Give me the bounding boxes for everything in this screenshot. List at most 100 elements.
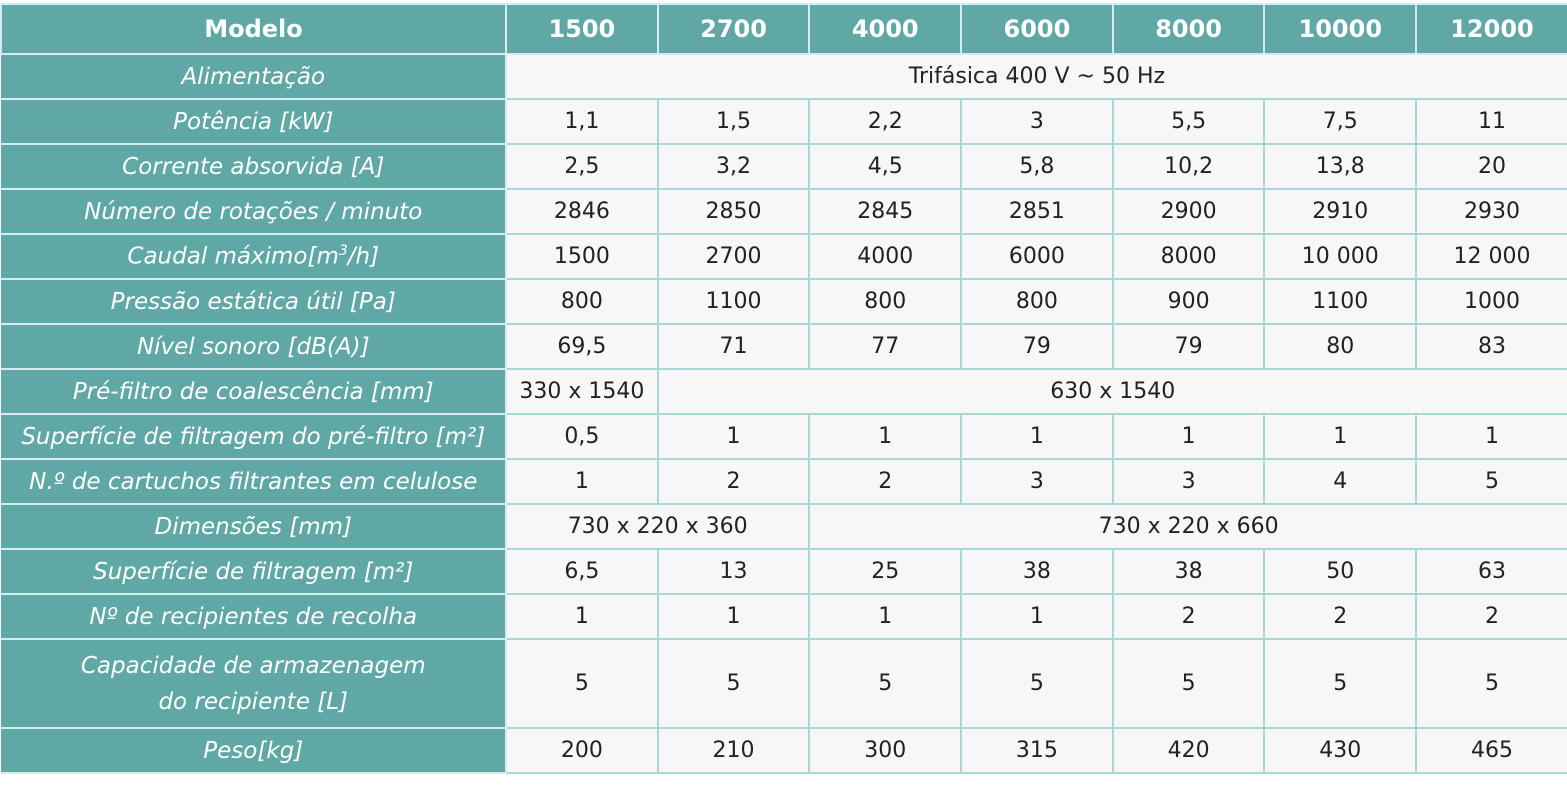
table-cell: 5 bbox=[1415, 458, 1567, 505]
table-cell: 800 bbox=[505, 278, 659, 325]
model-header: 8000 bbox=[1111, 3, 1266, 55]
table-cell: 8000 bbox=[1111, 233, 1266, 280]
table-cell: 1 bbox=[960, 413, 1114, 460]
table-cell: 2850 bbox=[656, 188, 811, 235]
table-cell: 2 bbox=[1111, 593, 1266, 640]
row-cartuchos: N.º de cartuchos filtrantes em celulose … bbox=[0, 458, 1567, 505]
table-cell: 0,5 bbox=[505, 413, 659, 460]
table-cell: 2,5 bbox=[505, 143, 659, 190]
table-cell: 1 bbox=[656, 593, 811, 640]
row-label-text: /h] bbox=[347, 243, 380, 270]
table-cell: 3,2 bbox=[656, 143, 811, 190]
row-potencia: Potência [kW] 1,1 1,5 2,2 3 5,5 7,5 11 bbox=[0, 98, 1567, 145]
table-cell: 6000 bbox=[960, 233, 1114, 280]
row-label: Pressão estática útil [Pa] bbox=[0, 278, 507, 325]
table-cell: 1100 bbox=[656, 278, 811, 325]
table-cell: 800 bbox=[960, 278, 1114, 325]
table-cell: 1100 bbox=[1263, 278, 1418, 325]
row-label: Capacidade de armazenagem do recipiente … bbox=[0, 638, 507, 729]
table-cell: 630 x 1540 bbox=[656, 368, 1567, 415]
row-corrente: Corrente absorvida [A] 2,5 3,2 4,5 5,8 1… bbox=[0, 143, 1567, 190]
row-label: Nº de recipientes de recolha bbox=[0, 593, 507, 640]
table-cell: 5,5 bbox=[1111, 98, 1266, 145]
row-label: Número de rotações / minuto bbox=[0, 188, 507, 235]
table-cell: 71 bbox=[656, 323, 811, 370]
row-label-superscript: 3 bbox=[338, 243, 348, 260]
table-cell: 7,5 bbox=[1263, 98, 1418, 145]
table-cell: 4,5 bbox=[808, 143, 963, 190]
table-cell: 210 bbox=[656, 727, 811, 774]
table-cell: 6,5 bbox=[505, 548, 659, 595]
table-cell: 465 bbox=[1415, 727, 1567, 774]
table-cell: 1 bbox=[808, 593, 963, 640]
row-label: Superfície de filtragem [m²] bbox=[0, 548, 507, 595]
table-cell: 13,8 bbox=[1263, 143, 1418, 190]
row-rotacoes: Número de rotações / minuto 2846 2850 28… bbox=[0, 188, 1567, 235]
table-cell: 3 bbox=[960, 458, 1114, 505]
table-cell: 2846 bbox=[505, 188, 659, 235]
table-cell: 2851 bbox=[960, 188, 1114, 235]
row-label: Caudal máximo[m3/h] bbox=[0, 233, 507, 280]
row-recipientes: Nº de recipientes de recolha 1 1 1 1 2 2… bbox=[0, 593, 1567, 640]
table-cell: 5 bbox=[960, 638, 1114, 729]
table-cell: 1 bbox=[656, 413, 811, 460]
table-cell: 1 bbox=[505, 458, 659, 505]
model-header: 6000 bbox=[960, 3, 1114, 55]
table-cell: 1000 bbox=[1415, 278, 1567, 325]
table-cell: 430 bbox=[1263, 727, 1418, 774]
table-cell: 2910 bbox=[1263, 188, 1418, 235]
table-cell: 38 bbox=[960, 548, 1114, 595]
table-cell: 20 bbox=[1415, 143, 1567, 190]
table-cell: 1,1 bbox=[505, 98, 659, 145]
row-label: Superfície de filtragem do pré-filtro [m… bbox=[0, 413, 507, 460]
table-cell: 5 bbox=[1415, 638, 1567, 729]
row-label: Corrente absorvida [A] bbox=[0, 143, 507, 190]
table-cell: 3 bbox=[960, 98, 1114, 145]
table-cell: 1500 bbox=[505, 233, 659, 280]
table-cell: 315 bbox=[960, 727, 1114, 774]
table-cell: 2930 bbox=[1415, 188, 1567, 235]
specifications-table: Modelo 1500 2700 4000 6000 8000 10000 12… bbox=[0, 3, 1567, 774]
table-cell: 12 000 bbox=[1415, 233, 1567, 280]
table-cell: 5 bbox=[808, 638, 963, 729]
row-label: N.º de cartuchos filtrantes em celulose bbox=[0, 458, 507, 505]
row-nivel-sonoro: Nível sonoro [dB(A)] 69,5 71 77 79 79 80… bbox=[0, 323, 1567, 370]
table-cell: 300 bbox=[808, 727, 963, 774]
row-capacidade: Capacidade de armazenagem do recipiente … bbox=[0, 638, 1567, 729]
model-header: 10000 bbox=[1263, 3, 1418, 55]
table-cell: 2900 bbox=[1111, 188, 1266, 235]
table-cell: 420 bbox=[1111, 727, 1266, 774]
table-cell: 5 bbox=[505, 638, 659, 729]
row-alimentacao: Alimentação Trifásica 400 V ~ 50 Hz bbox=[0, 53, 1567, 100]
table-cell: 69,5 bbox=[505, 323, 659, 370]
row-sup-prefiltro: Superfície de filtragem do pré-filtro [m… bbox=[0, 413, 1567, 460]
table-cell: 2700 bbox=[656, 233, 811, 280]
row-label: Alimentação bbox=[0, 53, 507, 100]
table-cell: 5 bbox=[1111, 638, 1266, 729]
table-cell: 1 bbox=[505, 593, 659, 640]
table-cell: 1 bbox=[1111, 413, 1266, 460]
table-cell: 4000 bbox=[808, 233, 963, 280]
row-label: Potência [kW] bbox=[0, 98, 507, 145]
row-label: Dimensões [mm] bbox=[0, 503, 507, 550]
table-cell: Trifásica 400 V ~ 50 Hz bbox=[505, 53, 1567, 100]
table-cell: 11 bbox=[1415, 98, 1567, 145]
header-row: Modelo 1500 2700 4000 6000 8000 10000 12… bbox=[0, 3, 1567, 55]
table-cell: 13 bbox=[656, 548, 811, 595]
table-cell: 800 bbox=[808, 278, 963, 325]
table-cell: 2 bbox=[808, 458, 963, 505]
row-caudal: Caudal máximo[m3/h] 1500 2700 4000 6000 … bbox=[0, 233, 1567, 280]
table-cell: 1 bbox=[1263, 413, 1418, 460]
model-header: 12000 bbox=[1415, 3, 1567, 55]
table-cell: 730 x 220 x 360 bbox=[504, 503, 811, 550]
table-cell: 2 bbox=[656, 458, 811, 505]
table-cell: 5,8 bbox=[960, 143, 1114, 190]
row-dimensoes: Dimensões [mm] 730 x 220 x 360 730 x 220… bbox=[0, 503, 1567, 550]
table-cell: 1,5 bbox=[656, 98, 811, 145]
row-pressao: Pressão estática útil [Pa] 800 1100 800 … bbox=[0, 278, 1567, 325]
row-peso: Peso[kg] 200 210 300 315 420 430 465 bbox=[0, 727, 1567, 774]
table-cell: 2845 bbox=[808, 188, 963, 235]
table-cell: 730 x 220 x 660 bbox=[808, 503, 1567, 550]
table-cell: 5 bbox=[1263, 638, 1418, 729]
table-cell: 77 bbox=[808, 323, 963, 370]
